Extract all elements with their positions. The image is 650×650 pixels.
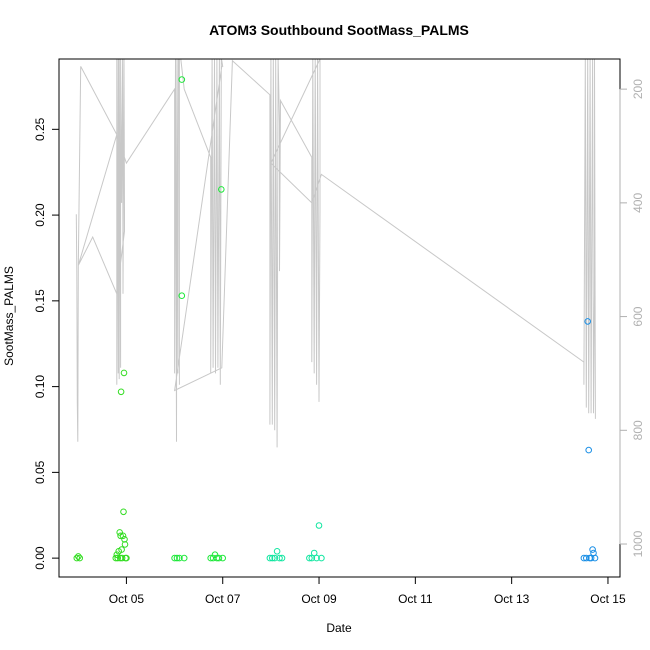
data-point [117, 532, 124, 540]
data-point [119, 532, 127, 540]
data-point [591, 554, 599, 562]
pressure-line-layer [75, 58, 596, 448]
data-point [318, 554, 325, 562]
data-point [276, 554, 283, 562]
data-point [313, 554, 320, 562]
x-tick-label: Oct 15 [590, 592, 626, 606]
y-right-tick-label: 600 [631, 306, 645, 326]
data-point [587, 554, 595, 562]
data-point [75, 553, 82, 560]
x-tick-label: Oct 09 [301, 592, 337, 606]
data-point [219, 554, 226, 562]
data-point [73, 554, 81, 562]
y-tick-label: 0.05 [33, 460, 47, 484]
y-tick-label: 0.20 [33, 203, 47, 227]
x-tick-label: Oct 05 [109, 592, 145, 606]
x-axis: Oct 05 Oct 07 Oct 09 Oct 11 Oct 13 Oct 15 [109, 576, 626, 606]
data-point [278, 554, 286, 562]
data-point [273, 548, 281, 555]
y-right-tick-label: 200 [631, 79, 645, 99]
pressure-line [75, 58, 596, 448]
data-point [584, 318, 592, 325]
chart-title: ATOM3 Southbound SootMass_PALMS [209, 22, 469, 38]
data-point [118, 554, 126, 562]
data-point [589, 546, 596, 553]
y-axis-label: SootMass_PALMS [2, 266, 16, 366]
data-point [173, 554, 181, 562]
y-tick-label: 0.00 [33, 546, 47, 570]
data-point [310, 549, 318, 557]
y-axis: 0.00 0.05 0.10 0.15 0.20 0.25 [33, 117, 60, 570]
data-point [112, 554, 120, 562]
data-point [211, 551, 219, 559]
data-point [76, 554, 83, 562]
data-point [116, 529, 123, 536]
data-point [176, 554, 183, 562]
y-tick-label: 0.10 [33, 375, 47, 399]
data-point [269, 554, 276, 562]
data-point [180, 554, 188, 562]
data-point [171, 554, 178, 562]
data-point [120, 369, 128, 377]
data-point [117, 388, 125, 396]
data-point [266, 554, 274, 562]
data-point [120, 508, 127, 516]
data-point [271, 554, 279, 562]
data-point [585, 446, 593, 454]
x-axis-label: Date [326, 621, 352, 635]
data-points-layer [73, 76, 599, 562]
data-point [178, 292, 186, 300]
y-tick-label: 0.25 [33, 117, 47, 141]
data-point [315, 522, 323, 529]
data-point [178, 76, 186, 83]
data-point [215, 554, 223, 562]
y-right-tick-label: 400 [631, 193, 645, 213]
data-point [118, 546, 125, 553]
x-tick-label: Oct 13 [494, 592, 530, 606]
y-right-tick-label: 1000 [631, 530, 645, 557]
x-tick-label: Oct 11 [398, 592, 433, 606]
data-point [123, 554, 130, 562]
x-tick-label: Oct 07 [205, 592, 241, 606]
y-right-tick-label: 800 [631, 420, 645, 440]
data-point [308, 554, 316, 562]
data-point [121, 541, 129, 548]
data-point [114, 554, 121, 562]
data-point [583, 554, 590, 562]
data-point [218, 186, 225, 193]
data-point [113, 551, 121, 559]
y-axis-right: 200 400 600 800 1000 [619, 79, 645, 557]
data-point [207, 554, 214, 562]
y-tick-label: 0.15 [33, 289, 47, 313]
data-point [306, 554, 313, 562]
